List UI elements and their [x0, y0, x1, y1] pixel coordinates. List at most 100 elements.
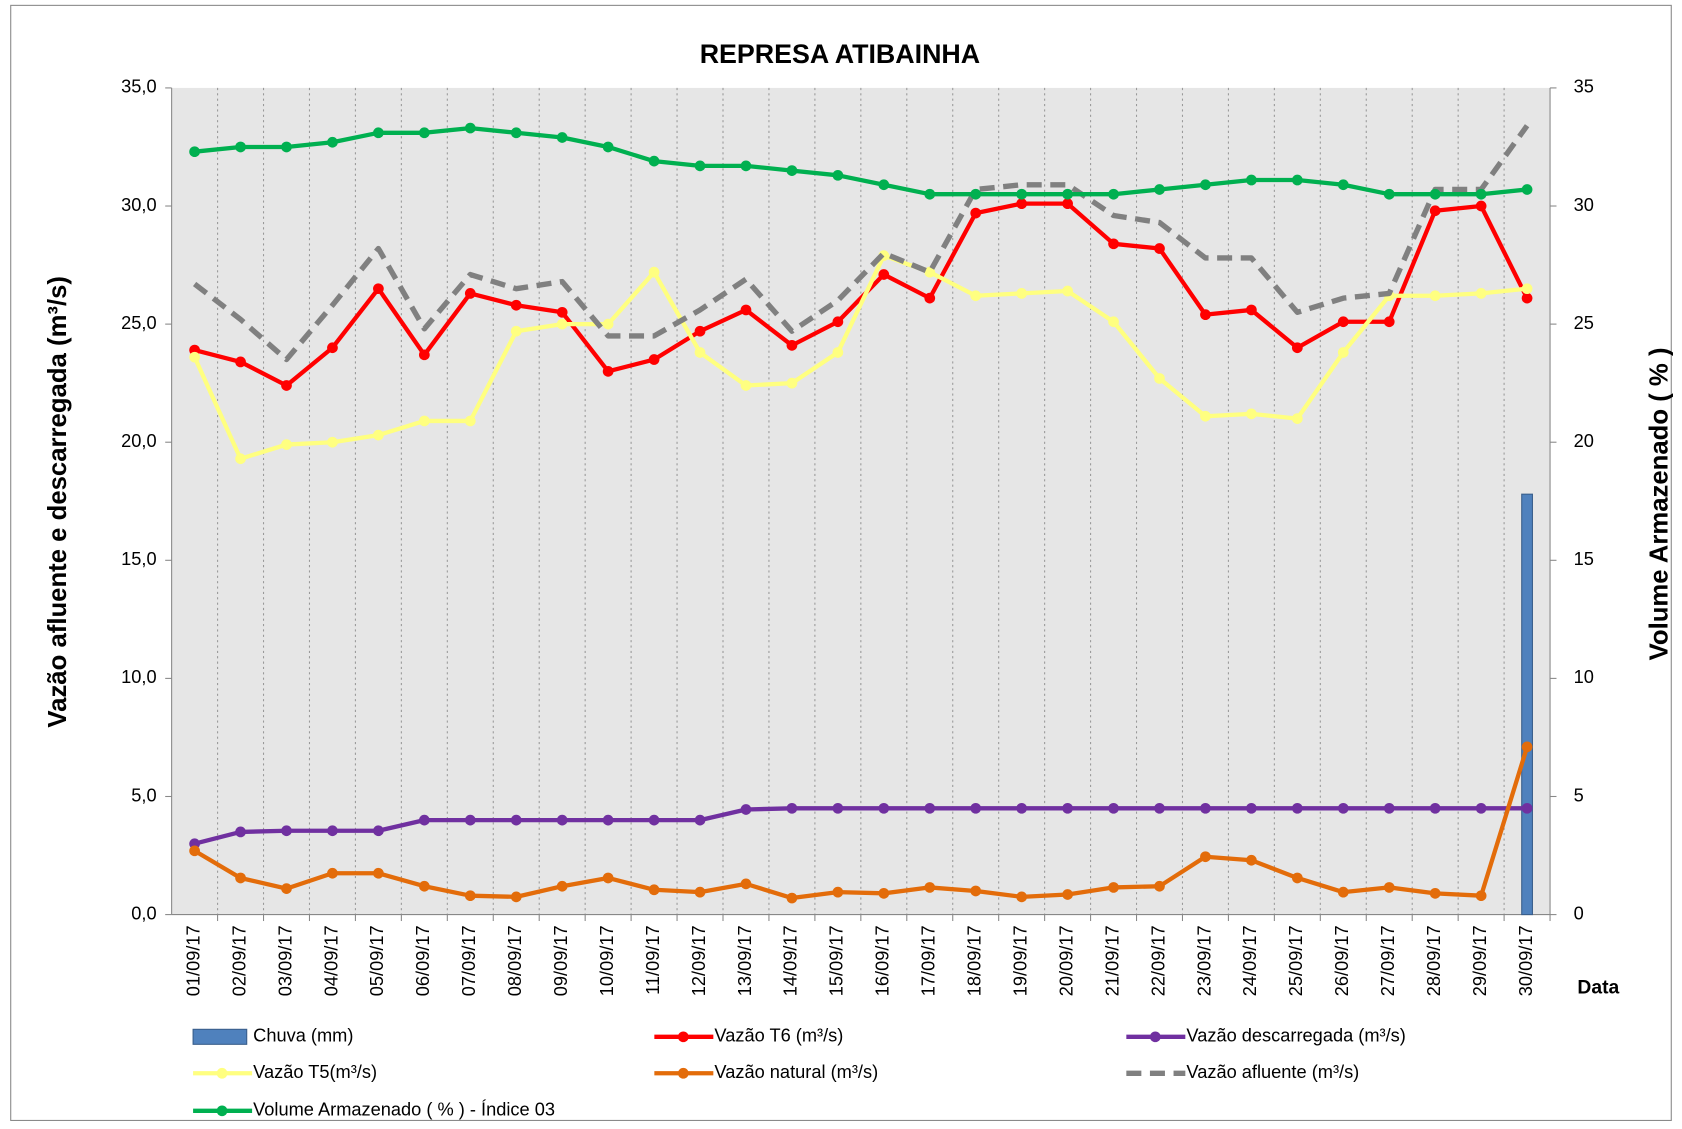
y2-tick-label: 5 — [1574, 784, 1584, 805]
series-marker — [740, 304, 752, 316]
series-marker — [1016, 198, 1028, 210]
series-marker — [970, 188, 982, 200]
series-marker — [1062, 188, 1073, 200]
series-marker — [1200, 410, 1211, 422]
series-marker — [1246, 174, 1257, 186]
series-marker — [1246, 802, 1257, 814]
series-marker — [1475, 188, 1487, 200]
series-marker — [1475, 288, 1487, 299]
legend-item: Vazão T6 (m³/s) — [654, 1025, 843, 1046]
series-marker — [327, 825, 338, 837]
series-marker — [1154, 880, 1165, 892]
x-tick-label: 25/09/17 — [1285, 925, 1306, 996]
x-tick-label: 07/09/17 — [458, 925, 479, 996]
legend-item: Volume Armazenado ( % ) - Índice 03 — [193, 1099, 555, 1120]
series-marker — [786, 377, 798, 389]
x-tick-label: 02/09/17 — [228, 925, 249, 996]
x-tick-label: 06/09/17 — [412, 925, 433, 996]
series-line — [194, 806, 1528, 846]
series-marker — [1291, 872, 1303, 884]
series-marker — [602, 318, 614, 330]
legend-label: Vazão T6 (m³/s) — [714, 1025, 843, 1046]
series-marker — [418, 814, 430, 826]
x-tick-label: 14/09/17 — [780, 925, 801, 996]
y-tick-label: 30,0 — [121, 194, 156, 215]
series-marker — [970, 290, 982, 302]
series-marker — [464, 288, 476, 299]
y2-tick-label: 20 — [1574, 430, 1594, 451]
series-marker — [1108, 238, 1119, 250]
series-marker — [1291, 413, 1303, 424]
legend-item: Vazão natural (m³/s) — [654, 1061, 878, 1082]
x-tick-label: 17/09/17 — [918, 925, 939, 996]
series-marker — [556, 880, 568, 892]
series-marker — [1016, 802, 1028, 814]
series-marker — [648, 814, 660, 826]
series-marker — [1200, 851, 1211, 863]
series-marker — [1337, 802, 1349, 814]
series-marker — [832, 802, 844, 814]
legend-marker — [216, 1067, 228, 1079]
legend-label: Chuva (mm) — [253, 1025, 353, 1046]
series-marker — [1521, 184, 1533, 195]
series-line — [192, 124, 1530, 363]
series-marker — [1062, 889, 1073, 900]
series-marker — [970, 207, 982, 219]
series-marker — [373, 825, 384, 837]
series-marker — [1429, 802, 1441, 814]
series-marker — [1200, 802, 1211, 814]
series-marker — [924, 188, 936, 200]
series-marker — [1200, 179, 1211, 191]
x-tick-label: 04/09/17 — [320, 925, 341, 996]
series-marker — [1154, 243, 1165, 254]
series-marker — [1108, 802, 1119, 814]
x-tick-label: 12/09/17 — [688, 925, 709, 996]
series-marker — [878, 802, 890, 814]
series-marker — [648, 155, 660, 167]
series-marker — [235, 872, 246, 884]
series-marker — [1521, 802, 1533, 814]
x-tick-label: 08/09/17 — [504, 925, 525, 996]
series-marker — [1062, 802, 1073, 814]
series-marker — [1383, 882, 1395, 893]
x-tick-label: 29/09/17 — [1469, 925, 1490, 996]
legend-item: Vazão afluente (m³/s) — [1126, 1061, 1359, 1082]
series-line — [192, 253, 1528, 461]
series-marker — [1016, 188, 1028, 200]
series-marker — [1337, 886, 1349, 898]
series-marker — [373, 429, 384, 441]
series-marker — [281, 439, 292, 450]
series-marker — [1108, 188, 1119, 200]
series-marker — [740, 878, 752, 890]
series-marker — [694, 160, 706, 172]
series-marker — [281, 141, 292, 153]
series-marker — [1383, 316, 1395, 328]
legend-item: Vazão T5(m³/s) — [193, 1061, 377, 1082]
y2-tick-label: 35 — [1574, 76, 1594, 97]
series-marker — [924, 802, 936, 814]
x-tick-label: 28/09/17 — [1423, 925, 1444, 996]
legend-item: Chuva (mm) — [192, 1025, 353, 1046]
x-axis-label: Data — [1577, 978, 1619, 999]
legend-marker — [677, 1067, 689, 1079]
x-tick-label: 19/09/17 — [1009, 925, 1030, 996]
series-marker — [1154, 373, 1165, 384]
series-marker — [235, 356, 246, 368]
series-marker — [602, 872, 614, 884]
series-marker — [1062, 198, 1073, 210]
chart-title: REPRESA ATIBAINHA — [700, 39, 980, 69]
series-marker — [510, 325, 522, 337]
y-tick-label: 20,0 — [121, 430, 156, 451]
series-marker — [924, 292, 936, 304]
series-marker — [602, 141, 614, 153]
series-marker — [740, 160, 752, 172]
series-line — [193, 746, 1530, 901]
x-tick-label: 26/09/17 — [1331, 925, 1352, 996]
y-tick-label: 5,0 — [131, 784, 156, 805]
series-marker — [510, 299, 522, 311]
series-marker — [648, 884, 660, 896]
series-marker — [970, 802, 982, 814]
series-marker — [464, 814, 476, 826]
y-tick-label: 25,0 — [121, 312, 156, 333]
series-marker — [1475, 802, 1487, 814]
